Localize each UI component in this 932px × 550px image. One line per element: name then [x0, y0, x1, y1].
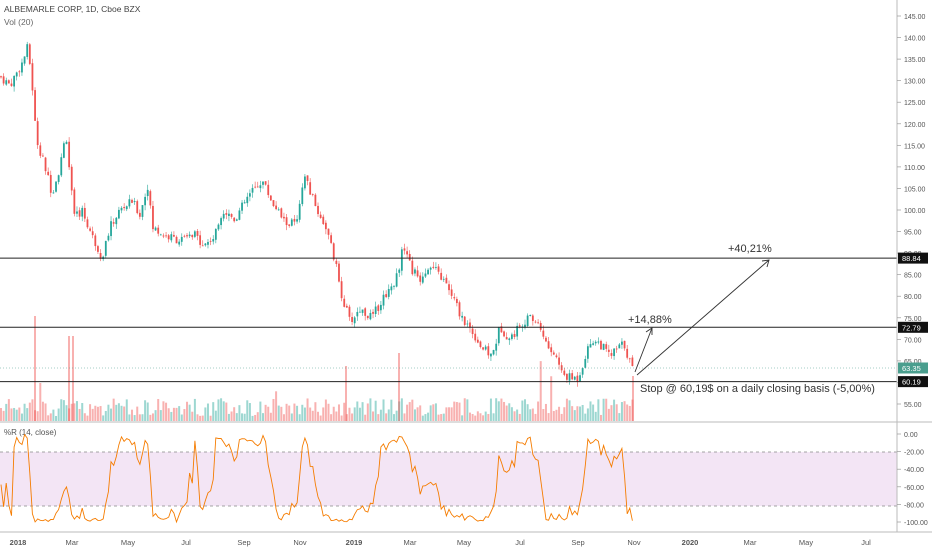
horizontal-levels[interactable] [0, 257, 897, 383]
volume-indicator-label[interactable]: Vol (20) [4, 17, 33, 27]
wr-tick-label: -100.00 [904, 520, 928, 527]
wr-title[interactable]: %R (14, close) [4, 428, 57, 437]
price-tick-label: 130.00 [904, 79, 926, 86]
wr-tick-label: 0.00 [904, 432, 918, 439]
time-tick-label: Nov [293, 538, 307, 547]
time-tick-label: 2020 [682, 538, 699, 547]
price-tick-label: 80.00 [904, 294, 922, 301]
time-tick-label: May [457, 538, 471, 547]
time-tick-label: Sep [571, 538, 584, 547]
time-tick-label: Nov [627, 538, 641, 547]
wr-tick-label: -60.00 [904, 485, 924, 492]
symbol-title[interactable]: ALBEMARLE CORP, 1D, Cboe BZX [4, 4, 141, 14]
time-tick-label: 2019 [346, 538, 363, 547]
time-tick-label: Jul [861, 538, 871, 547]
projection-arrows [634, 259, 770, 376]
wr-line [0, 433, 633, 524]
level-tag-label: 88.84 [902, 254, 921, 263]
price-tick-label: 100.00 [904, 208, 926, 215]
target-2-label: +40,21% [728, 243, 772, 255]
price-tick-label: 70.00 [904, 337, 922, 344]
wr-axis[interactable]: 0.00 -20.00 -40.00 -60.00 -80.00 -100.00 [897, 432, 928, 527]
price-tick-label: 110.00 [904, 165, 925, 172]
volume-bars [0, 316, 634, 421]
current-price-label: 63.35 [902, 364, 921, 373]
time-tick-label: Mar [404, 538, 417, 547]
current-price-tag: 63.35 [898, 362, 928, 374]
candlestick-series [0, 41, 634, 387]
price-tick-label: 125.00 [904, 100, 926, 107]
time-tick-label: Mar [66, 538, 79, 547]
level-tag-label: 72.79 [902, 323, 921, 332]
wr-band [0, 452, 897, 506]
wr-tick-label: -80.00 [904, 502, 924, 509]
price-tick-label: 85.00 [904, 273, 922, 280]
price-tick-label: 135.00 [904, 57, 926, 64]
price-tick-label: 65.00 [904, 359, 922, 366]
time-tick-label: Jul [515, 538, 525, 547]
stop-annotation: Stop @ 60,19$ on a daily closing basis (… [640, 383, 875, 395]
price-tick-label: 105.00 [904, 186, 926, 193]
price-tick-label: 75.00 [904, 316, 922, 323]
time-tick-label: May [799, 538, 813, 547]
target-1-label: +14,88% [628, 314, 672, 326]
price-tick-label: 140.00 [904, 36, 926, 43]
price-tick-label: 55.00 [904, 402, 922, 409]
wr-tick-label: -20.00 [904, 450, 924, 457]
time-tick-label: May [121, 538, 135, 547]
level-price-tags: 88.84 72.79 60.19 [898, 252, 928, 388]
price-tick-label: 145.00 [904, 14, 926, 21]
time-tick-label: 2018 [10, 538, 27, 547]
time-tick-label: Mar [744, 538, 757, 547]
time-tick-label: Sep [237, 538, 250, 547]
level-tag-label: 60.19 [902, 378, 921, 387]
price-tick-label: 95.00 [904, 230, 922, 237]
wr-tick-label: -40.00 [904, 467, 924, 474]
time-tick-label: Jul [181, 538, 191, 547]
price-tick-label: 115.00 [904, 143, 925, 150]
price-axis[interactable]: 145.00 140.00 135.00 130.00 125.00 120.00 115.… [897, 14, 926, 409]
price-tick-label: 120.00 [904, 122, 926, 129]
time-axis[interactable]: 2018 Mar May Jul Sep Nov 2019 Mar May Jul Sep Nov 20… [10, 538, 871, 547]
